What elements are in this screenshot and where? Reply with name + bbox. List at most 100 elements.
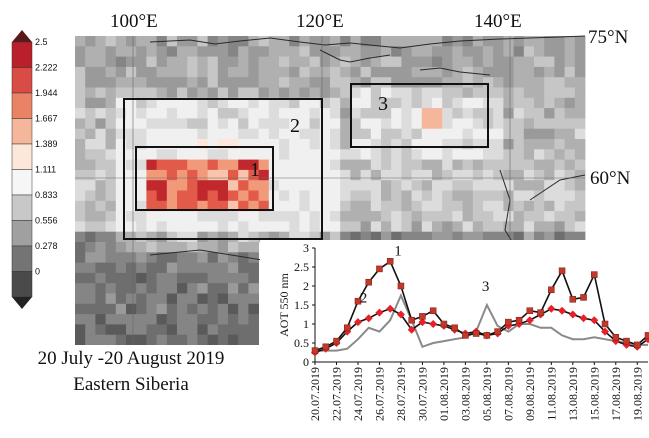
map-cell [248, 231, 259, 243]
map-cell [554, 159, 565, 171]
map-cell [268, 231, 280, 243]
map-cell [421, 180, 433, 191]
map-cell [85, 108, 96, 119]
map-cell [503, 56, 514, 68]
map-cell [442, 118, 453, 130]
map-cell [319, 36, 331, 47]
map-cell [442, 159, 453, 171]
map-cell [126, 118, 137, 130]
map-cell [503, 169, 514, 181]
map-cell [115, 324, 127, 336]
map-cell [105, 252, 117, 263]
map-cell [452, 139, 463, 150]
map-cell [228, 283, 239, 294]
map-cell [156, 190, 168, 202]
map-cell [574, 190, 586, 202]
map-cell [432, 108, 443, 119]
map-cell [105, 87, 117, 99]
map-cell [146, 303, 157, 315]
map-cell [95, 87, 106, 99]
map-cell [299, 180, 310, 191]
map-cell [258, 108, 270, 119]
map-cell [248, 169, 259, 181]
map-cell [75, 231, 86, 243]
map-cell [503, 108, 514, 119]
map-cell [370, 108, 382, 119]
map-cell [75, 66, 86, 78]
map-cell [95, 46, 106, 57]
map-cell [523, 190, 535, 202]
map-cell [207, 139, 219, 150]
map-cell [391, 149, 402, 160]
map-cell [217, 221, 229, 233]
map-cell [217, 139, 229, 150]
map-cell [554, 190, 565, 202]
map-cell [330, 77, 341, 88]
map-cell [146, 108, 157, 119]
map-cell [442, 128, 453, 140]
lon-label-140e: 140°E [474, 11, 522, 32]
map-cell [85, 118, 96, 130]
colorbar-tick-label: 0 [35, 267, 40, 277]
map-cell [574, 221, 586, 233]
map-cell [156, 262, 168, 274]
map-cell [330, 139, 341, 150]
map-cell [126, 56, 137, 68]
region-1-label: 1 [250, 159, 260, 181]
map-cell [207, 283, 219, 294]
map-cell [95, 262, 106, 274]
series-1-point [548, 286, 555, 294]
map-cell [370, 200, 382, 212]
map-cell [75, 97, 86, 109]
map-cell [330, 211, 341, 222]
map-cell [289, 190, 300, 202]
map-cell [483, 190, 494, 202]
map-cell [177, 334, 188, 345]
map-cell [330, 159, 341, 171]
map-cell [503, 66, 514, 78]
map-cell [136, 97, 147, 109]
map-cell [360, 46, 372, 57]
map-cell [411, 118, 423, 130]
map-cell [207, 169, 219, 181]
map-cell [126, 190, 137, 202]
map-cell [228, 97, 239, 109]
map-cell [421, 190, 433, 202]
map-cell [452, 56, 463, 68]
map-cell [238, 149, 249, 160]
map-cell [360, 180, 372, 191]
map-cell [493, 211, 504, 222]
map-cell [350, 56, 361, 68]
map-cell [95, 293, 106, 305]
map-cell [136, 87, 147, 99]
map-cell [574, 108, 586, 119]
map-cell [248, 56, 259, 68]
map-cell [268, 128, 280, 140]
map-cell [105, 66, 117, 78]
map-cell [462, 211, 474, 222]
map-cell [319, 139, 331, 150]
colorbar-swatch [11, 245, 33, 272]
x-tick-label: 09.08.2019 [523, 367, 537, 421]
caption-period: 20 July -20 August 2019 [37, 348, 225, 369]
map-cell [268, 211, 280, 222]
map-cell [75, 118, 86, 130]
map-cell [136, 314, 147, 325]
map-cell [483, 211, 494, 222]
map-cell [177, 324, 188, 336]
map-cell [421, 211, 433, 222]
map-cell [95, 283, 106, 294]
map-cell [391, 87, 402, 99]
y-tick-label: 2.5 [294, 260, 309, 274]
map-cell [258, 36, 270, 47]
map-cell [472, 56, 484, 68]
series-2-point [558, 306, 567, 315]
map-cell [197, 190, 208, 202]
map-cell [289, 159, 300, 171]
map-cell [228, 242, 239, 253]
map-cell [279, 231, 290, 243]
map-cell [534, 46, 545, 57]
map-cell [126, 283, 137, 294]
map-cell [309, 221, 321, 233]
map-cell [411, 190, 423, 202]
